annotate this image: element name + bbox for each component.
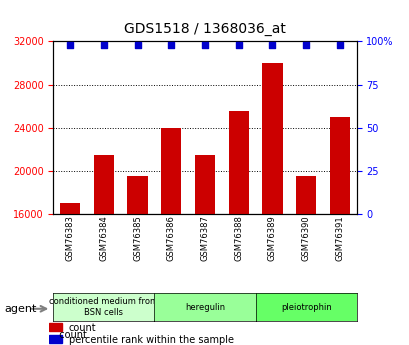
- Bar: [49, 323, 62, 331]
- Text: count: count: [69, 323, 96, 333]
- Text: heregulin: heregulin: [184, 303, 225, 312]
- Point: [268, 42, 275, 48]
- Bar: [161, 128, 181, 214]
- Point: [100, 42, 107, 48]
- Point: [235, 42, 241, 48]
- Point: [168, 42, 174, 48]
- Text: agent: agent: [4, 304, 36, 314]
- Point: [302, 42, 309, 48]
- Bar: [49, 335, 62, 343]
- Bar: [60, 203, 80, 214]
- Text: pleiotrophin: pleiotrophin: [280, 303, 331, 312]
- Bar: [127, 176, 147, 214]
- Bar: [329, 117, 349, 214]
- Point: [336, 42, 342, 48]
- Text: conditioned medium from
BSN cells: conditioned medium from BSN cells: [49, 297, 158, 317]
- Bar: [295, 176, 315, 214]
- Bar: [262, 63, 282, 214]
- Point: [67, 42, 73, 48]
- Bar: [228, 111, 248, 214]
- Text: count: count: [53, 330, 87, 339]
- Point: [134, 42, 141, 48]
- Text: percentile rank within the sample: percentile rank within the sample: [69, 335, 233, 345]
- Text: GDS1518 / 1368036_at: GDS1518 / 1368036_at: [124, 22, 285, 37]
- Bar: [94, 155, 114, 214]
- Bar: [194, 155, 215, 214]
- Point: [201, 42, 208, 48]
